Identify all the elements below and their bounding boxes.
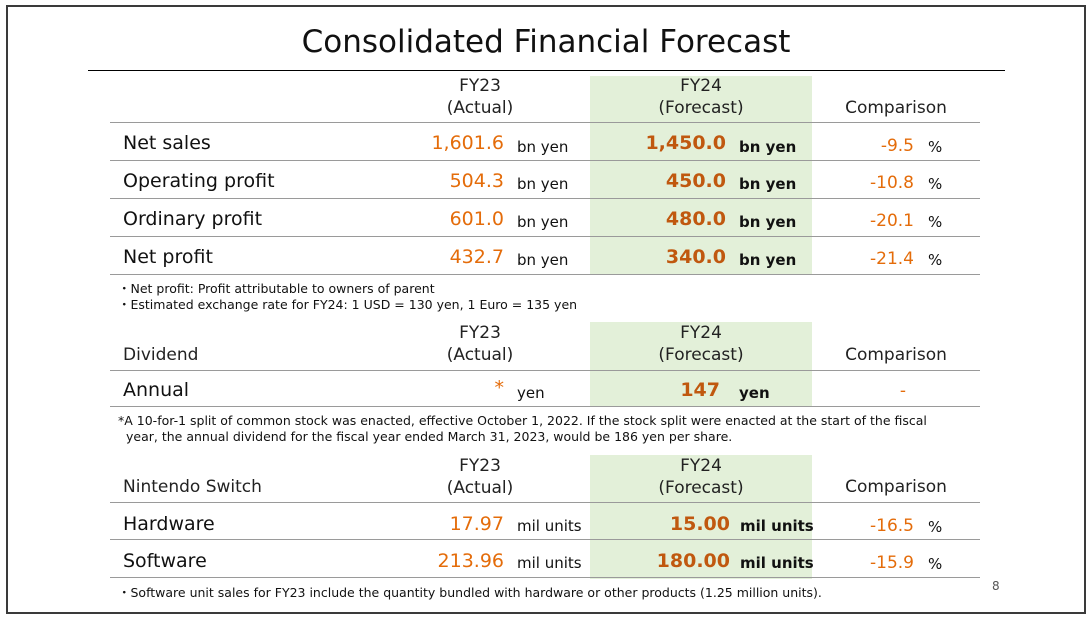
row-label: Ordinary profit (123, 208, 263, 230)
div-header-fy24: FY24 (Forecast) (658, 323, 744, 365)
sw-header-comparison: Comparison (845, 477, 947, 497)
forecast-column-highlight (590, 455, 812, 579)
fy23-value: 1,601.6 (431, 132, 504, 154)
fy23-unit: bn yen (517, 175, 569, 193)
fy24-unit: bn yen (739, 251, 797, 269)
percent-unit: % (928, 175, 943, 193)
sw-header-fy24: FY24 (Forecast) (658, 456, 744, 498)
fin-header-fy24: FY24 (Forecast) (658, 76, 744, 118)
footnote: *A 10-for-1 split of common stock was en… (118, 413, 927, 428)
table-row: Ordinary profit 601.0 bn yen 480.0 bn ye… (110, 199, 980, 237)
forecast-column-highlight (590, 76, 812, 275)
fy23-unit: mil units (517, 554, 582, 572)
fy24-unit: bn yen (739, 175, 797, 193)
fin-header-comparison: Comparison (845, 98, 947, 118)
slide-frame (6, 5, 1086, 614)
fy23-unit: mil units (517, 517, 582, 535)
page-number: 8 (992, 579, 1000, 593)
row-label: Net sales (123, 132, 211, 154)
row-label: Hardware (123, 513, 215, 535)
slide-title: Consolidated Financial Forecast (301, 24, 791, 60)
fin-header-fy23: FY23 (Actual) (446, 76, 514, 118)
comparison-value: -15.9 (870, 553, 914, 573)
footnote: ・Software unit sales for FY23 include th… (118, 585, 822, 600)
row-label: Annual (123, 379, 190, 401)
fy24-unit: yen (739, 384, 770, 402)
fy24-value: 15.00 (669, 513, 730, 535)
comparison-value: -10.8 (870, 173, 914, 193)
fy23-value: 504.3 (449, 170, 504, 192)
fy24-unit: mil units (740, 517, 814, 535)
fy24-value: 180.00 (656, 550, 730, 572)
percent-unit: % (928, 138, 943, 156)
percent-unit: % (928, 518, 943, 536)
div-header-fy23: FY23 (Actual) (446, 323, 514, 365)
comparison-value: -9.5 (880, 136, 914, 156)
table-row: Operating profit 504.3 bn yen 450.0 bn y… (110, 161, 980, 199)
comparison-value: -21.4 (870, 249, 914, 269)
footnote: ・Estimated exchange rate for FY24: 1 USD… (118, 297, 578, 312)
fy23-value: 17.97 (449, 513, 504, 535)
table-row: Annual * yen 147 yen - (110, 370, 980, 407)
percent-unit: % (928, 555, 943, 573)
fy23-unit: bn yen (517, 251, 569, 269)
fy23-value: * (494, 377, 505, 399)
forecast-column-highlight (590, 322, 812, 407)
fy23-unit: bn yen (517, 138, 569, 156)
fy24-value: 480.0 (665, 208, 726, 230)
footnote: ・Net profit: Profit attributable to owne… (118, 281, 435, 296)
fy23-unit: yen (517, 384, 545, 402)
title-divider (88, 70, 1005, 71)
table-row: Net sales 1,601.6 bn yen 1,450.0 bn yen … (110, 122, 980, 161)
row-label: Operating profit (123, 170, 275, 192)
row-label: Net profit (123, 246, 213, 268)
table-row: Net profit 432.7 bn yen 340.0 bn yen -21… (110, 237, 980, 275)
row-label: Software (123, 550, 207, 572)
dividend-section-title: Dividend (123, 345, 199, 365)
footnote: year, the annual dividend for the fiscal… (126, 429, 733, 444)
div-header-comparison: Comparison (845, 345, 947, 365)
switch-section-title: Nintendo Switch (123, 477, 262, 497)
fy23-unit: bn yen (517, 213, 569, 231)
comparison-value: -20.1 (870, 211, 914, 231)
percent-unit: % (928, 251, 943, 269)
comparison-value: - (899, 381, 906, 401)
table-row: Hardware 17.97 mil units 15.00 mil units… (110, 502, 980, 540)
fy24-value: 147 (680, 379, 720, 401)
comparison-value: -16.5 (870, 516, 914, 536)
fy24-value: 450.0 (665, 170, 726, 192)
sw-header-fy23: FY23 (Actual) (446, 456, 514, 498)
table-row: Software 213.96 mil units 180.00 mil uni… (110, 540, 980, 578)
fy23-value: 601.0 (449, 208, 504, 230)
fy24-unit: mil units (740, 554, 814, 572)
fy24-unit: bn yen (739, 213, 797, 231)
fy23-value: 432.7 (449, 246, 504, 268)
fy23-value: 213.96 (437, 550, 504, 572)
fy24-value: 1,450.0 (645, 132, 726, 154)
fy24-value: 340.0 (665, 246, 726, 268)
fy24-unit: bn yen (739, 138, 797, 156)
percent-unit: % (928, 213, 943, 231)
